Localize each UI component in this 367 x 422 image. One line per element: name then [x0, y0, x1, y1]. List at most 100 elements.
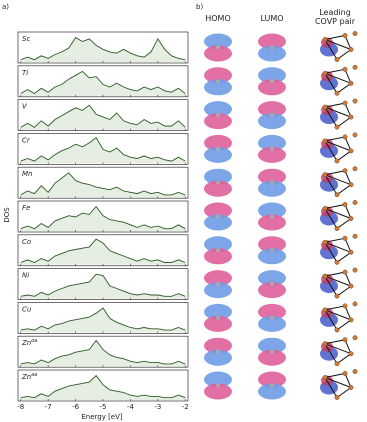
- orbital-lobe: [258, 236, 286, 253]
- orbital-lobe: [204, 67, 232, 84]
- orbital-lobe: [258, 113, 286, 130]
- element-label: Mn: [22, 170, 32, 178]
- atom: [270, 214, 274, 219]
- x-tick-label: -5: [100, 403, 107, 411]
- panel-label: a): [2, 3, 9, 11]
- covp-atom: [334, 361, 340, 367]
- dos-curve: [20, 172, 186, 196]
- covp-atom: [348, 216, 354, 221]
- orbital-lobe: [204, 146, 232, 163]
- dos-area: [20, 375, 186, 400]
- covp-atom: [342, 371, 348, 376]
- covp-atom: [352, 369, 358, 374]
- orbital-lobe: [204, 371, 232, 388]
- orbital-lobe: [204, 337, 232, 354]
- element-label: Ni: [22, 272, 29, 280]
- element-superscript: oa: [31, 338, 37, 344]
- covp-atom: [352, 132, 358, 138]
- x-tick-label: -2: [182, 403, 189, 411]
- covp-atom: [352, 98, 358, 104]
- dos-area: [20, 37, 186, 62]
- covp-atom: [342, 134, 348, 140]
- covp-atom: [342, 303, 348, 309]
- dos-curve: [20, 374, 186, 399]
- plot-label: Ti: [22, 69, 28, 77]
- covp-atom: [352, 31, 358, 36]
- x-tick-label: -4: [127, 403, 135, 411]
- orbital-lobe: [258, 45, 286, 62]
- element-label: Ti: [22, 69, 28, 77]
- covp-atom: [352, 335, 358, 341]
- covp-atom: [348, 351, 354, 357]
- orbital-lobe: [258, 248, 286, 265]
- orbital-lobe: [204, 202, 232, 219]
- covp-bonds: [323, 68, 352, 95]
- covp-bonds: [323, 237, 352, 264]
- atom: [216, 248, 220, 253]
- orbital-lobe: [258, 371, 286, 388]
- orbital-lobe: [204, 79, 232, 96]
- orbital-lobe: [258, 79, 286, 96]
- orbital-lobe: [204, 180, 232, 197]
- atom: [270, 349, 274, 354]
- atom: [270, 146, 274, 151]
- atom: [270, 282, 274, 287]
- covp-atom: [348, 47, 354, 52]
- covp-atom: [334, 158, 340, 164]
- orbital-lobe: [258, 101, 286, 118]
- covp-atom: [334, 259, 340, 265]
- atom: [270, 315, 274, 320]
- atom: [270, 180, 274, 185]
- atom: [216, 383, 220, 388]
- covp-atom: [348, 317, 354, 323]
- plot-label: Ni: [22, 272, 29, 280]
- orbital-lobe: [258, 282, 286, 299]
- covp-atom: [348, 80, 354, 86]
- dos-area: [20, 137, 186, 164]
- covp-atom: [322, 273, 328, 279]
- covp-atom: [322, 172, 328, 178]
- plot-label: Cu: [22, 305, 32, 313]
- covp-atom: [322, 206, 328, 211]
- covp-bonds: [323, 170, 352, 196]
- orbital-lobe: [204, 168, 232, 185]
- orbital-lobe: [258, 270, 286, 287]
- covp-atom: [342, 202, 348, 207]
- covp-atom: [334, 226, 340, 231]
- covp-atom: [334, 327, 340, 333]
- orbital-lobe: [204, 134, 232, 151]
- covp-atom: [322, 70, 328, 76]
- orbital-lobe: [258, 349, 286, 366]
- orbital-lobe: [258, 383, 286, 400]
- panel-label: b): [196, 3, 203, 11]
- covp-atom: [342, 66, 348, 72]
- plot-label: Sc: [22, 35, 30, 43]
- covp-atom: [348, 182, 354, 188]
- atom: [216, 45, 220, 50]
- covp-atom: [334, 57, 340, 62]
- orbital-lobe: [258, 33, 286, 50]
- dos-curve: [20, 205, 186, 230]
- covp-bonds: [323, 305, 352, 331]
- covp-atom: [322, 104, 328, 110]
- x-tick-label: -3: [154, 403, 161, 411]
- orbital-lobe: [204, 45, 232, 62]
- element-label: Zn: [21, 339, 31, 347]
- atom: [216, 349, 220, 354]
- plot-label: Znoa: [21, 338, 37, 348]
- orbital-lobe: [258, 67, 286, 84]
- covp-atom: [322, 138, 328, 144]
- dos-area: [20, 71, 186, 96]
- orbital-lobe: [258, 168, 286, 185]
- orbital-lobe: [204, 383, 232, 400]
- plot-label: V: [22, 103, 28, 111]
- element-superscript: aa: [31, 372, 37, 378]
- atom: [270, 113, 274, 118]
- covp-bonds: [323, 34, 352, 61]
- column-header: Leading COVP pair: [314, 8, 356, 26]
- dos-curve: [20, 238, 186, 263]
- atom: [216, 146, 220, 151]
- element-label: Zn: [21, 373, 31, 381]
- dos-curve: [20, 37, 186, 61]
